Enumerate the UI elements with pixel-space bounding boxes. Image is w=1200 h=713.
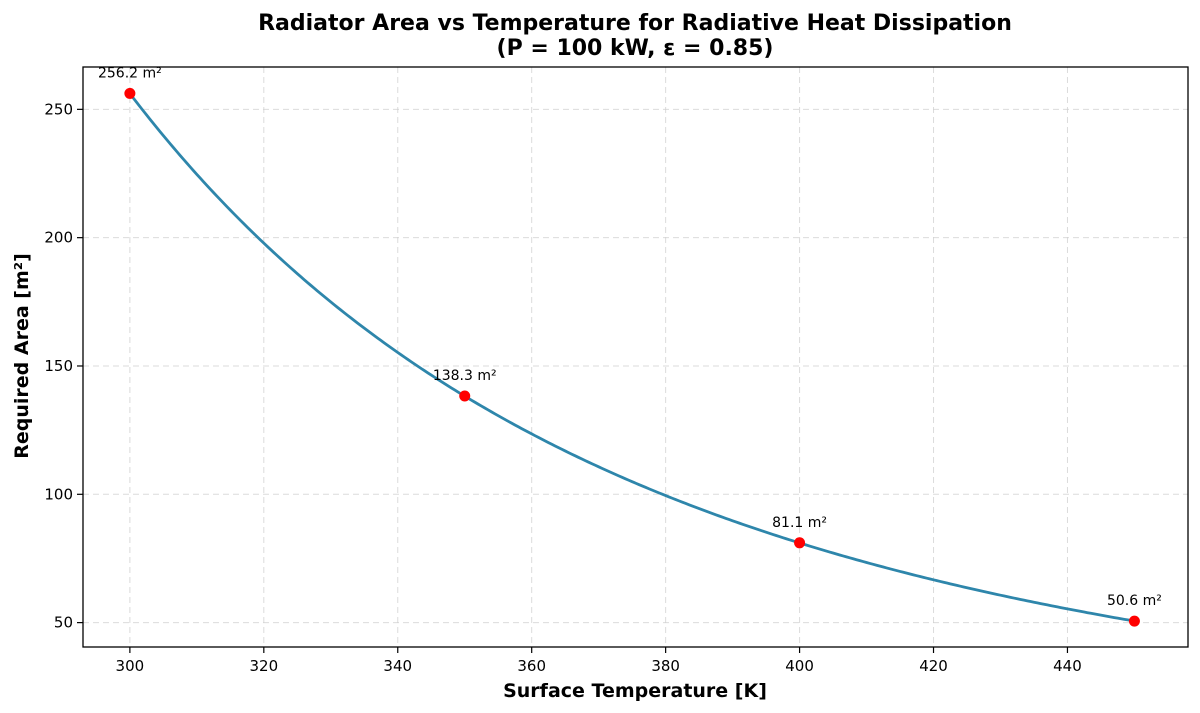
x-tick-label: 420 (919, 657, 948, 675)
x-tick-label: 320 (249, 657, 278, 675)
x-tick-label: 360 (517, 657, 546, 675)
grid (83, 67, 1188, 647)
data-point-label: 81.1 m² (772, 515, 827, 531)
marker-labels: 256.2 m² 138.3 m² 81.1 m² 50.6 m² (98, 65, 1162, 609)
x-tick-label: 440 (1053, 657, 1082, 675)
chart-title: Radiator Area vs Temperature for Radiati… (258, 11, 1012, 36)
y-tick-label: 250 (44, 100, 73, 118)
data-point-label: 256.2 m² (98, 65, 162, 81)
plot-frame (82, 66, 1189, 648)
curve (128, 92, 1135, 623)
y-axis-label: Required Area [m²] (11, 253, 33, 459)
x-tick-label: 340 (383, 657, 412, 675)
markers (124, 87, 1140, 627)
x-tick-label: 300 (116, 657, 145, 675)
data-point (794, 537, 806, 549)
data-point (124, 87, 136, 99)
y-tick-label: 100 (44, 485, 73, 503)
x-axis-ticks: 300 320 340 360 380 400 420 440 (116, 647, 1082, 675)
chart-subtitle: (P = 100 kW, ε = 0.85) (497, 36, 774, 61)
y-axis-ticks: 50 100 150 200 250 (44, 100, 83, 632)
data-point (1128, 615, 1140, 627)
y-tick-label: 50 (54, 614, 73, 632)
data-point-label: 50.6 m² (1107, 593, 1162, 609)
y-tick-label: 150 (44, 357, 73, 375)
y-tick-label: 200 (44, 229, 73, 247)
x-tick-label: 380 (651, 657, 680, 675)
data-point (459, 390, 471, 402)
data-point-label: 138.3 m² (433, 368, 497, 384)
x-tick-label: 400 (785, 657, 814, 675)
x-axis-label: Surface Temperature [K] (503, 680, 767, 702)
area-curve (128, 92, 1135, 623)
